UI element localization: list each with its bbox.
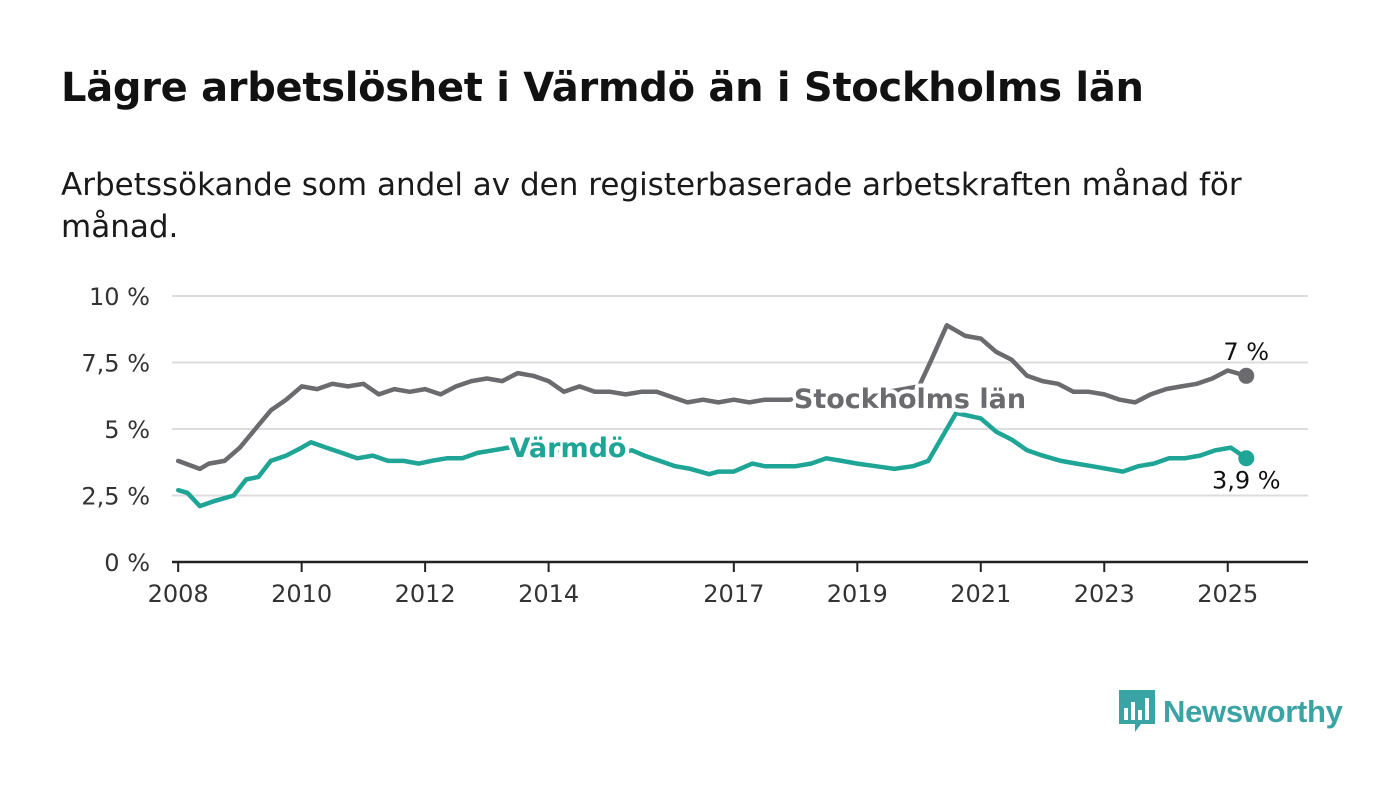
series-name-label-halo: Värmdö [510,433,627,464]
series-line-varmdo [175,410,1249,509]
series-name-label-halo: Stockholms län [794,384,1026,415]
x-tick-label: 2019 [827,580,888,608]
series-end-marker [1238,367,1255,384]
series-end-marker [1238,450,1255,467]
series-lines [175,323,1255,509]
x-tick-label: 2025 [1197,580,1258,608]
x-tick-label: 2008 [148,580,209,608]
x-tick-label: 2021 [950,580,1011,608]
y-tick-label: 0 % [104,549,150,577]
series-name-label: Värmdö [510,433,627,464]
y-tick-label: 10 % [89,283,150,311]
y-tick-label: 5 % [104,416,150,444]
x-tick-label: 2010 [271,580,332,608]
series-end-label: 7 % [1223,338,1269,366]
y-tick-label: 2,5 % [81,483,150,511]
brand-name: Newsworthy [1163,694,1343,729]
x-tick-label: 2012 [395,580,456,608]
brand-logo: Newsworthy [1119,690,1343,734]
chart-subtitle: Arbetssökande som andel av den registerb… [61,167,1242,245]
series-end-label: 3,9 % [1212,466,1281,494]
x-tick-label: 2017 [703,580,764,608]
y-tick-label: 7,5 % [81,350,150,378]
series-name-label: Stockholms län [794,384,1026,415]
grid-lines [172,295,1308,497]
x-tick-label: 2014 [518,580,579,608]
chart-title: Lägre arbetslöshet i Värmdö än i Stockho… [61,65,1144,111]
x-axis-ticks: 2008 2010 2012 2014 2017 2019 2021 2023 2025 [148,562,1258,608]
newsworthy-logo-icon [1119,690,1155,732]
y-axis-ticks: 0 % 2,5 % 5 % 7,5 % 10 % [81,283,150,577]
series-line-stockholms-lan [175,323,1249,472]
x-tick-label: 2023 [1074,580,1135,608]
